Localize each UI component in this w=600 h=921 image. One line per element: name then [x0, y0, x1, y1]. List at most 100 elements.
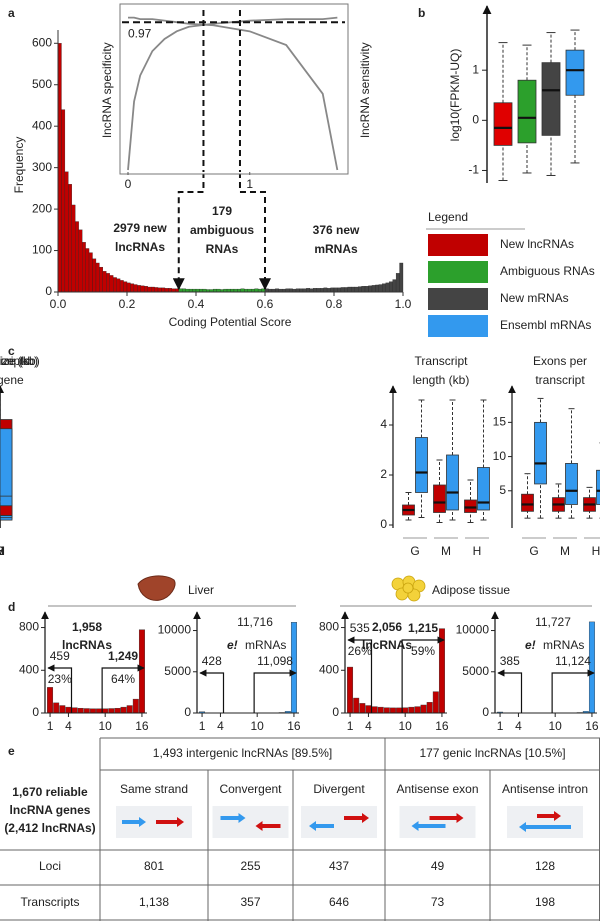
x-tick-label: 10 [399, 719, 413, 733]
range-percent: 64% [111, 672, 135, 686]
histogram-bar [371, 285, 376, 293]
range-count: 428 [202, 654, 222, 668]
liver-icon [137, 575, 176, 601]
box [464, 499, 477, 513]
y-tick-label: 800 [19, 620, 39, 634]
box [541, 62, 561, 136]
x-tick-label: 4 [217, 719, 224, 733]
histogram-bar [68, 184, 72, 293]
annotation: 376 new [313, 223, 360, 237]
total-label: 1,958 [72, 620, 102, 634]
table-cell: 357 [240, 895, 260, 909]
y-tick-label: 100 [32, 243, 52, 257]
table-cell: 255 [240, 859, 260, 873]
histogram-bar [368, 285, 373, 293]
logo: e! [525, 638, 536, 652]
y-tick-label: 0 [32, 705, 39, 719]
box [565, 463, 578, 505]
histogram-bar [119, 280, 124, 293]
histogram-bar [354, 286, 359, 293]
box [0, 505, 13, 516]
histogram-bar [109, 275, 114, 293]
box [433, 484, 446, 513]
box [565, 49, 585, 96]
table-cell: 73 [431, 895, 445, 909]
histogram-bar [154, 287, 159, 293]
x-tick-label: 16 [135, 719, 149, 733]
threshold-connector [238, 172, 271, 291]
threshold-connector [172, 172, 205, 291]
strand-arrowhead [456, 813, 464, 823]
x-tick-label: 1.0 [395, 297, 412, 311]
legend-label: Ensembl mRNAs [500, 318, 591, 332]
x-tick-label: 0.2 [119, 297, 136, 311]
annotation: 179 [212, 204, 232, 218]
box [477, 467, 490, 511]
range-count: 1,249 [108, 649, 138, 663]
x-tick-label: 4 [515, 719, 522, 733]
legend-swatch [428, 261, 488, 283]
bar [96, 708, 103, 714]
legend-title: Legend [428, 210, 468, 224]
histogram-bar [116, 278, 121, 293]
panel-label: e [8, 744, 15, 758]
x-tick-label: 10 [99, 719, 113, 733]
y-tick-label: -1 [468, 163, 479, 177]
x-tick-label: G [529, 544, 538, 558]
histogram-bar [75, 221, 79, 293]
total-label: 11,727 [535, 615, 571, 629]
inset-frame [119, 3, 349, 175]
histogram-bar [351, 286, 355, 293]
histogram-bar [344, 287, 348, 293]
histogram-bar [168, 288, 172, 293]
icon-background [507, 806, 583, 838]
histogram-bar [150, 286, 155, 293]
histogram-bar [130, 283, 135, 293]
y-tick-label: 0 [482, 705, 489, 719]
y-tick-label: 800 [319, 620, 339, 634]
range-arrow [347, 636, 373, 713]
legend-label: New mRNAs [500, 291, 569, 305]
total-label: 11,716 [237, 615, 273, 629]
icon-background [399, 806, 476, 838]
y-tick-label: 400 [19, 662, 39, 676]
chart-title: Exons per [533, 354, 587, 368]
legend-swatch [428, 288, 488, 310]
histogram-bar [126, 282, 131, 293]
bar [132, 698, 139, 714]
y-tick-label: 600 [32, 35, 52, 49]
range-percent: 23% [48, 672, 72, 686]
bar [420, 704, 427, 714]
histogram-bar [385, 282, 390, 293]
x-tick-label: 1 [47, 719, 54, 733]
range-arrow [253, 669, 297, 713]
bar [396, 707, 403, 714]
histogram-bar [113, 277, 117, 293]
histogram-bar [333, 287, 338, 293]
histogram-bar [357, 286, 362, 293]
bar [71, 707, 78, 714]
histogram-bar [392, 279, 397, 293]
histogram-bar [95, 262, 100, 293]
bar [138, 629, 145, 714]
y-tick-label: 10 [493, 449, 507, 463]
box [415, 437, 428, 493]
histogram-bar [88, 252, 93, 293]
x-tick-label: G [0, 544, 5, 558]
table-row-label: Transcripts [21, 895, 80, 909]
histogram-bar [313, 288, 317, 293]
histogram-bar [92, 258, 97, 293]
x-tick-label: 0 [125, 177, 132, 191]
x-tick-label: 16 [585, 719, 599, 733]
x-tick-label: H [0, 544, 4, 558]
histogram-bar [61, 109, 66, 293]
strand-arrowhead [139, 817, 146, 827]
histogram-bar [64, 171, 69, 293]
bar [426, 702, 433, 714]
bar [402, 707, 409, 714]
annotation: mRNAs [314, 242, 358, 256]
histogram-bar [161, 287, 166, 293]
table-column-header: Divergent [313, 782, 365, 796]
total-label: 2,056 [372, 620, 402, 634]
